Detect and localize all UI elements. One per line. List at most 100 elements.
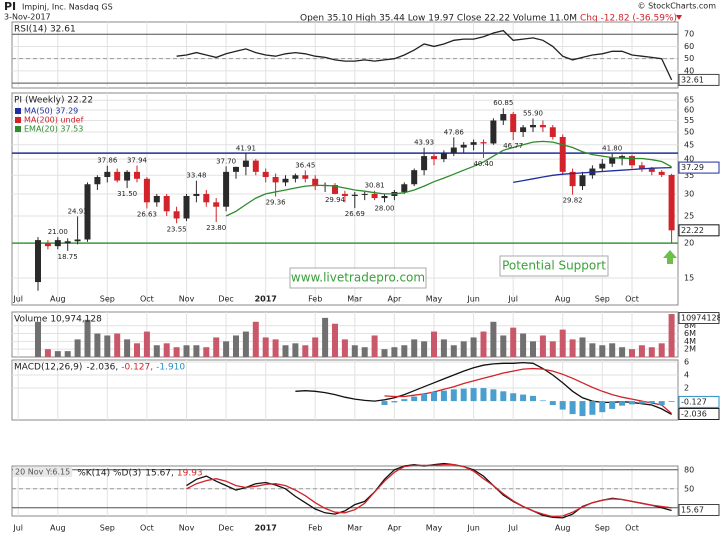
value-tag [678, 312, 720, 324]
x-tick-label: Aug [50, 524, 66, 533]
histogram-bar [668, 401, 675, 402]
volume-bar [450, 345, 457, 357]
annotation: 26.63 [137, 210, 157, 218]
volume-bar [302, 345, 309, 357]
volume-bar [381, 349, 388, 357]
volume-bar [658, 343, 665, 357]
candle-body [183, 195, 190, 219]
candle-body [213, 202, 220, 207]
histogram-bar [421, 393, 428, 402]
value-tag [678, 504, 720, 516]
candle-body [460, 144, 467, 148]
histogram-bar [638, 401, 645, 404]
histogram-bar [431, 391, 437, 402]
volume-bar [35, 321, 41, 357]
volume-bar [371, 335, 378, 357]
volume-bar [470, 337, 477, 357]
panel-title: MACD(12,26,9) [14, 363, 82, 373]
legend-swatch [15, 108, 21, 114]
volume-bar [223, 341, 230, 357]
candle-body [153, 195, 160, 203]
candle-body [64, 241, 71, 244]
volume-bar [629, 349, 635, 357]
series-line [186, 464, 672, 518]
value-tag-label: 32.61 [681, 75, 704, 84]
volume-bar [500, 335, 507, 357]
x-tick-label: Oct [140, 295, 154, 304]
x-tick-label: Sep [100, 524, 115, 533]
candle-body [371, 193, 378, 199]
candle-body [440, 153, 447, 160]
volume-bar [242, 331, 249, 357]
annotation: 46.77 [503, 142, 523, 150]
volume-bar [153, 345, 160, 357]
volume-bar [54, 351, 61, 357]
volume-bar [163, 343, 170, 357]
candle-body [44, 243, 51, 247]
candle-body [539, 124, 546, 128]
x-tick-label: Sep [595, 295, 610, 304]
candle-body [193, 193, 200, 196]
legend-value: -0.127, [121, 363, 153, 373]
candle-body [203, 193, 210, 203]
candle-body [134, 171, 140, 179]
volume-bar [322, 317, 329, 357]
annotation: 23.55 [167, 225, 187, 233]
volume-bar [74, 339, 81, 357]
candle-body [312, 178, 319, 187]
histogram-bar [391, 401, 398, 403]
annotation: 40.40 [473, 160, 493, 168]
symbol: PI [4, 0, 16, 13]
histogram-bar [559, 401, 566, 410]
volume-bar [599, 345, 606, 357]
volume-bar [213, 337, 220, 357]
candle-body [520, 127, 527, 133]
panel-title: Volume 10,974,128 [14, 315, 102, 325]
note-box [499, 255, 609, 277]
x-tick-label: Aug [50, 295, 66, 304]
legend-value: 19.93 [177, 469, 203, 479]
histogram-bar [510, 393, 517, 402]
histogram-bar [579, 401, 586, 417]
histogram-bar [401, 399, 408, 402]
annotation: 43.93 [414, 139, 434, 147]
legend-value: 15.67, [145, 469, 174, 479]
volume-bar [104, 335, 111, 357]
series-line [295, 361, 672, 415]
y-tick-label: 6 [684, 357, 689, 366]
candle-body [648, 168, 655, 172]
annotation: 29.36 [266, 199, 287, 207]
value-tag [678, 161, 720, 174]
value-tag-label: -2.036 [681, 410, 707, 419]
candle-body [124, 171, 131, 181]
annotation: 37.94 [127, 156, 148, 164]
volume-bar [421, 341, 428, 357]
volume-bar [173, 347, 180, 357]
candle-body [104, 171, 111, 178]
volume-bar [490, 321, 497, 357]
x-tick-label: Aug [555, 295, 571, 304]
y-tick-label: 15 [684, 273, 694, 282]
candle-body [143, 178, 150, 203]
volume-bar [401, 345, 408, 357]
candle-body [530, 124, 536, 128]
series-line [225, 140, 672, 217]
date: 3-Nov-2017 [4, 13, 51, 22]
legend-entry: MA(200) undef [24, 116, 84, 125]
value-tag [678, 408, 720, 420]
support-arrow [663, 250, 677, 264]
y-tick-label: 25 [684, 212, 694, 221]
candle-body [480, 142, 487, 144]
candle-body [510, 114, 517, 133]
note-text: www.livetradepro.com [291, 271, 425, 285]
y-tick-label: 35 [684, 171, 694, 180]
candle-body [411, 170, 418, 185]
y-tick-label: 70 [684, 30, 694, 39]
candle-body [579, 175, 586, 187]
volume-bar [460, 341, 467, 357]
x-tick-label: Sep [100, 295, 115, 304]
y-tick-label: 8M [684, 321, 696, 330]
histogram-bar [460, 388, 467, 402]
y-tick-label: 2 [684, 384, 689, 393]
